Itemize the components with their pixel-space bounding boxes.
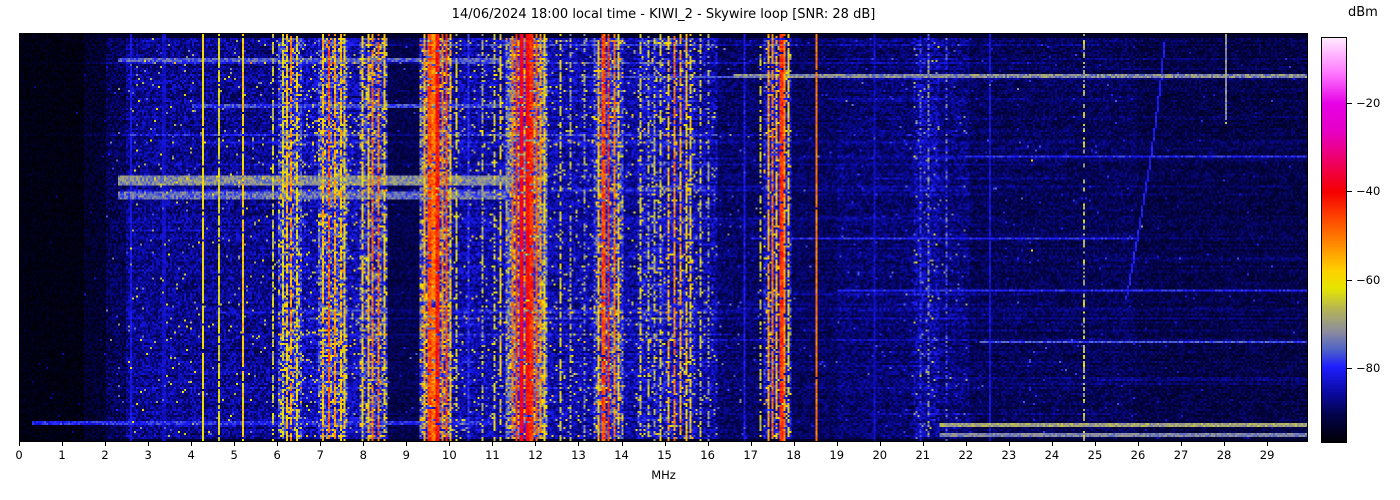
colorbar-tick-label: −60 (1356, 272, 1381, 287)
x-tick-mark (535, 442, 537, 446)
x-tick-mark (836, 442, 838, 446)
colorbar-tick-label: −20 (1356, 96, 1381, 111)
x-tick-label: 5 (230, 448, 238, 462)
x-tick-label: 6 (273, 448, 281, 462)
x-tick-mark (492, 442, 494, 446)
x-tick-label: 23 (1001, 448, 1017, 462)
x-tick-label: 8 (359, 448, 367, 462)
colorbar-unit-label: dBm (1348, 5, 1378, 20)
x-tick-label: 15 (657, 448, 672, 462)
colorbar-tick-label: −80 (1356, 360, 1381, 375)
colorbar-tick-mark (1347, 103, 1352, 105)
chart-title: 14/06/2024 18:00 local time - KIWI_2 - S… (451, 7, 876, 22)
x-tick-mark (922, 442, 924, 446)
x-tick-label: 24 (1044, 448, 1060, 462)
x-tick-label: 3 (144, 448, 152, 462)
x-tick-mark (449, 442, 451, 446)
x-tick-label: 10 (442, 448, 457, 462)
x-tick-label: 1 (58, 448, 66, 462)
x-tick-mark (320, 442, 322, 446)
x-tick-mark (62, 442, 64, 446)
x-tick-label: 12 (528, 448, 543, 462)
x-tick-label: 25 (1087, 448, 1103, 462)
x-tick-mark (406, 442, 408, 446)
x-tick-label: 22 (958, 448, 974, 462)
x-tick-mark (1181, 442, 1183, 446)
x-tick-mark (1008, 442, 1010, 446)
x-tick-mark (1224, 442, 1226, 446)
colorbar-gradient (1322, 38, 1346, 442)
x-tick-label: 13 (571, 448, 586, 462)
x-tick-mark (1051, 442, 1053, 446)
x-tick-label: 19 (829, 448, 845, 462)
x-tick-mark (793, 442, 795, 446)
colorbar-tick-label: −40 (1356, 184, 1381, 199)
x-tick-label: 28 (1216, 448, 1232, 462)
x-tick-label: 26 (1130, 448, 1146, 462)
x-tick-label: 4 (187, 448, 195, 462)
x-tick-mark (664, 442, 666, 446)
x-tick-mark (707, 442, 709, 446)
x-tick-label: 17 (743, 448, 758, 462)
x-tick-label: 27 (1173, 448, 1189, 462)
x-tick-mark (19, 442, 20, 446)
x-tick-label: 2 (101, 448, 109, 462)
x-tick-label: 21 (915, 448, 931, 462)
x-tick-label: 29 (1259, 448, 1275, 462)
x-tick-label: 16 (700, 448, 715, 462)
x-tick-mark (879, 442, 881, 446)
x-tick-label: 18 (786, 448, 802, 462)
x-tick-mark (148, 442, 150, 446)
x-tick-label: 20 (872, 448, 888, 462)
x-tick-mark (578, 442, 580, 446)
x-tick-mark (1094, 442, 1096, 446)
x-tick-label: 9 (402, 448, 411, 462)
colorbar-tick-mark (1347, 279, 1352, 281)
x-tick-mark (277, 442, 279, 446)
x-tick-mark (105, 442, 107, 446)
x-tick-label: 14 (614, 448, 629, 462)
x-tick-mark (191, 442, 193, 446)
waterfall-canvas (20, 34, 1307, 441)
colorbar-tick-mark (1347, 367, 1352, 369)
x-tick-label: 7 (316, 448, 324, 462)
x-tick-mark (621, 442, 623, 446)
waterfall-plot-area (19, 33, 1308, 442)
colorbar-tick-mark (1347, 191, 1352, 193)
x-axis-label: MHz (651, 468, 676, 482)
x-tick-label: 0 (15, 448, 23, 462)
x-tick-mark (1137, 442, 1139, 446)
x-tick-mark (363, 442, 365, 446)
x-tick-mark (750, 442, 752, 446)
x-tick-mark (965, 442, 967, 446)
x-tick-label: 11 (485, 448, 500, 462)
x-tick-mark (234, 442, 236, 446)
x-tick-mark (1267, 442, 1269, 446)
colorbar (1321, 37, 1347, 443)
